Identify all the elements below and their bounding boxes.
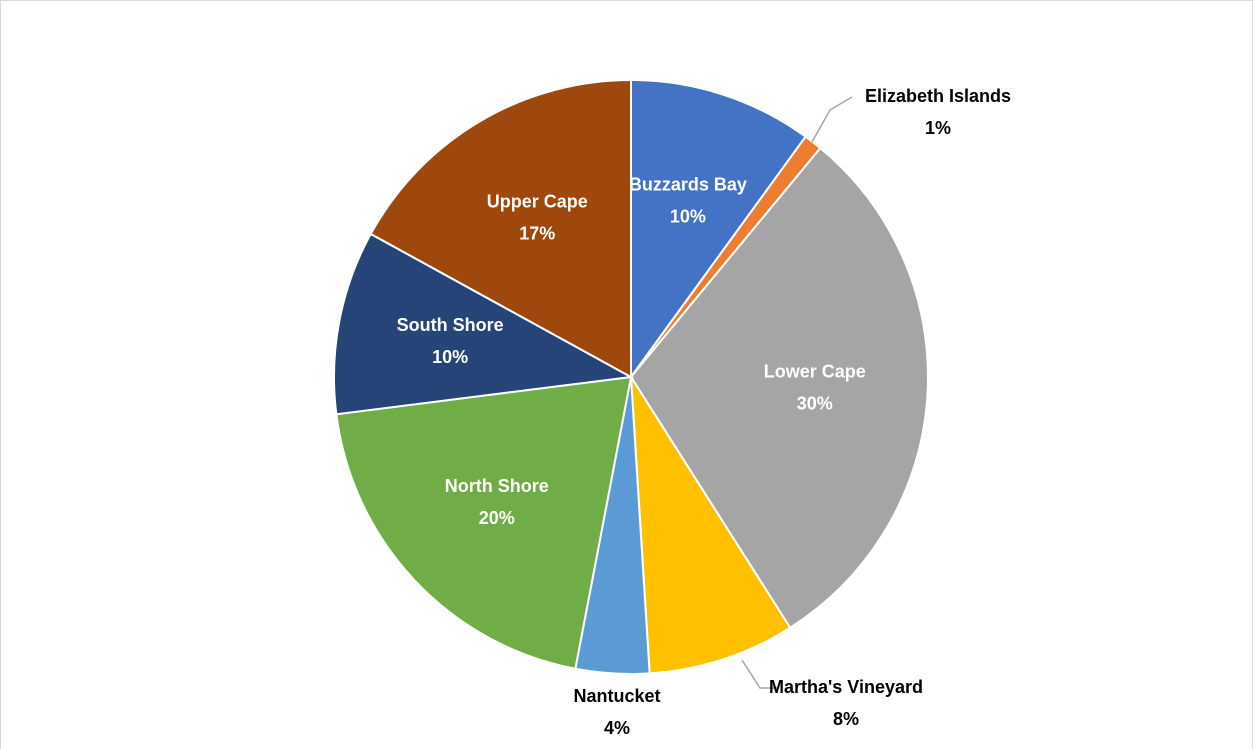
leader-line (811, 96, 853, 143)
slice-label: Elizabeth Islands (865, 86, 1011, 106)
slice-label: Martha's Vineyard (769, 677, 923, 697)
pie-slice (630, 78, 807, 381)
pie-slice (629, 146, 929, 630)
value-label: 10% (432, 347, 468, 367)
value-label: 10% (670, 207, 706, 227)
slice-label: North Shore (445, 476, 549, 496)
slice-label: Upper Cape (487, 191, 588, 211)
slice-label: Buzzards Bay (629, 175, 747, 195)
slice-label: Lower Cape (764, 361, 866, 381)
pie-slice (335, 375, 633, 670)
slice-label: South Shore (397, 315, 504, 335)
value-label: 8% (833, 709, 859, 729)
value-label: 20% (479, 508, 515, 528)
slice-label: Nantucket (573, 686, 660, 706)
value-label: 1% (925, 118, 951, 138)
pie-slice (333, 232, 635, 416)
pie-slice (630, 376, 792, 675)
value-label: 4% (604, 718, 630, 738)
pie-slice (369, 78, 632, 379)
value-label: 30% (797, 393, 833, 413)
leader-line (741, 659, 778, 689)
value-label: 17% (519, 223, 555, 243)
